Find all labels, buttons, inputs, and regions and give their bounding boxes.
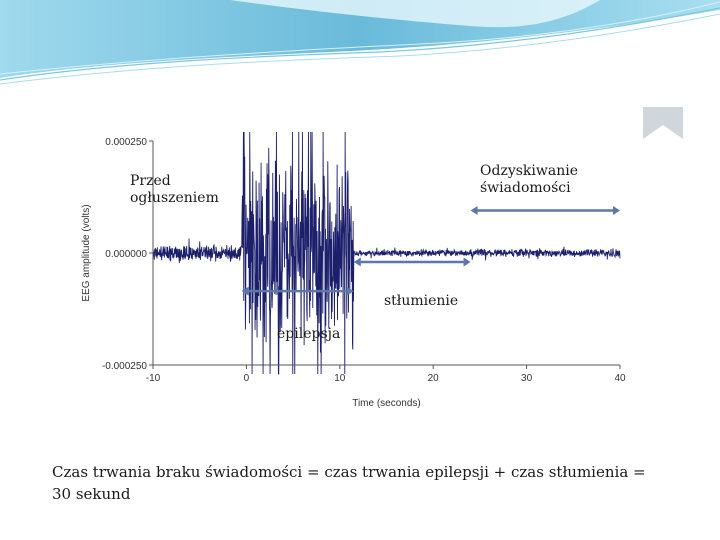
eeg-signal bbox=[152, 132, 621, 375]
label-before-stun-line2: ogłuszeniem bbox=[130, 190, 219, 206]
arrow-right-icon bbox=[463, 257, 471, 267]
caption-line2: 30 sekund bbox=[52, 485, 131, 503]
label-before-stun: Przed ogłuszeniem bbox=[130, 173, 219, 207]
x-tick-label: 10 bbox=[334, 373, 346, 384]
y-tick-label: 0.000000 bbox=[105, 249, 147, 260]
label-recovery: Odzyskiwanie świadomości bbox=[480, 163, 578, 197]
header-wave-highlight bbox=[230, 0, 600, 28]
label-before-stun-line1: Przed bbox=[130, 173, 171, 189]
phase-arrows bbox=[241, 205, 620, 296]
label-recovery-line2: świadomości bbox=[480, 180, 571, 196]
x-tick-label: 40 bbox=[614, 373, 626, 384]
chart-ticks: -10 0 10 20 30 40 0.000250 0.000000 -0.000250 bbox=[102, 137, 626, 384]
header-wave-line-1 bbox=[0, 7, 720, 81]
phase-arrow bbox=[470, 205, 620, 215]
header-wave-decoration bbox=[0, 0, 720, 85]
arrow-left-icon bbox=[353, 257, 361, 267]
y-axis-label: EEG amplitude (volts) bbox=[81, 204, 92, 301]
x-tick-label: -10 bbox=[146, 373, 161, 384]
label-suppression: stłumienie bbox=[384, 293, 459, 309]
eeg-chart: -10 0 10 20 30 40 0.000250 0.000000 -0.000250 Ti… bbox=[81, 107, 683, 409]
x-tick-label: 0 bbox=[244, 373, 250, 384]
x-tick-label: 20 bbox=[428, 373, 440, 384]
arrow-right-icon bbox=[346, 286, 354, 296]
x-tick-label: 30 bbox=[521, 373, 533, 384]
chart-panel: -10 0 10 20 30 40 0.000250 0.000000 -0.000250 Ti… bbox=[33, 107, 683, 420]
arrow-right-icon bbox=[613, 205, 620, 215]
corner-chevron-icon bbox=[643, 107, 683, 139]
arrow-left-icon bbox=[241, 286, 249, 296]
phase-arrow bbox=[353, 257, 471, 267]
arrow-left-icon bbox=[470, 205, 478, 215]
y-tick-label: 0.000250 bbox=[105, 137, 147, 148]
header-wave-line-2 bbox=[0, 13, 720, 85]
header-wave-line-3 bbox=[0, 1, 720, 75]
phase-arrow bbox=[241, 286, 354, 296]
caption-line1: Czas trwania braku świadomości = czas tr… bbox=[52, 463, 646, 481]
x-axis-label: Time (seconds) bbox=[352, 398, 421, 409]
caption: Czas trwania braku świadomości = czas tr… bbox=[52, 461, 692, 505]
label-recovery-line1: Odzyskiwanie bbox=[480, 163, 578, 179]
eeg-signal-trace bbox=[152, 132, 621, 375]
y-tick-label: -0.000250 bbox=[102, 361, 147, 372]
label-epilepsy: epilepsja bbox=[277, 326, 341, 342]
